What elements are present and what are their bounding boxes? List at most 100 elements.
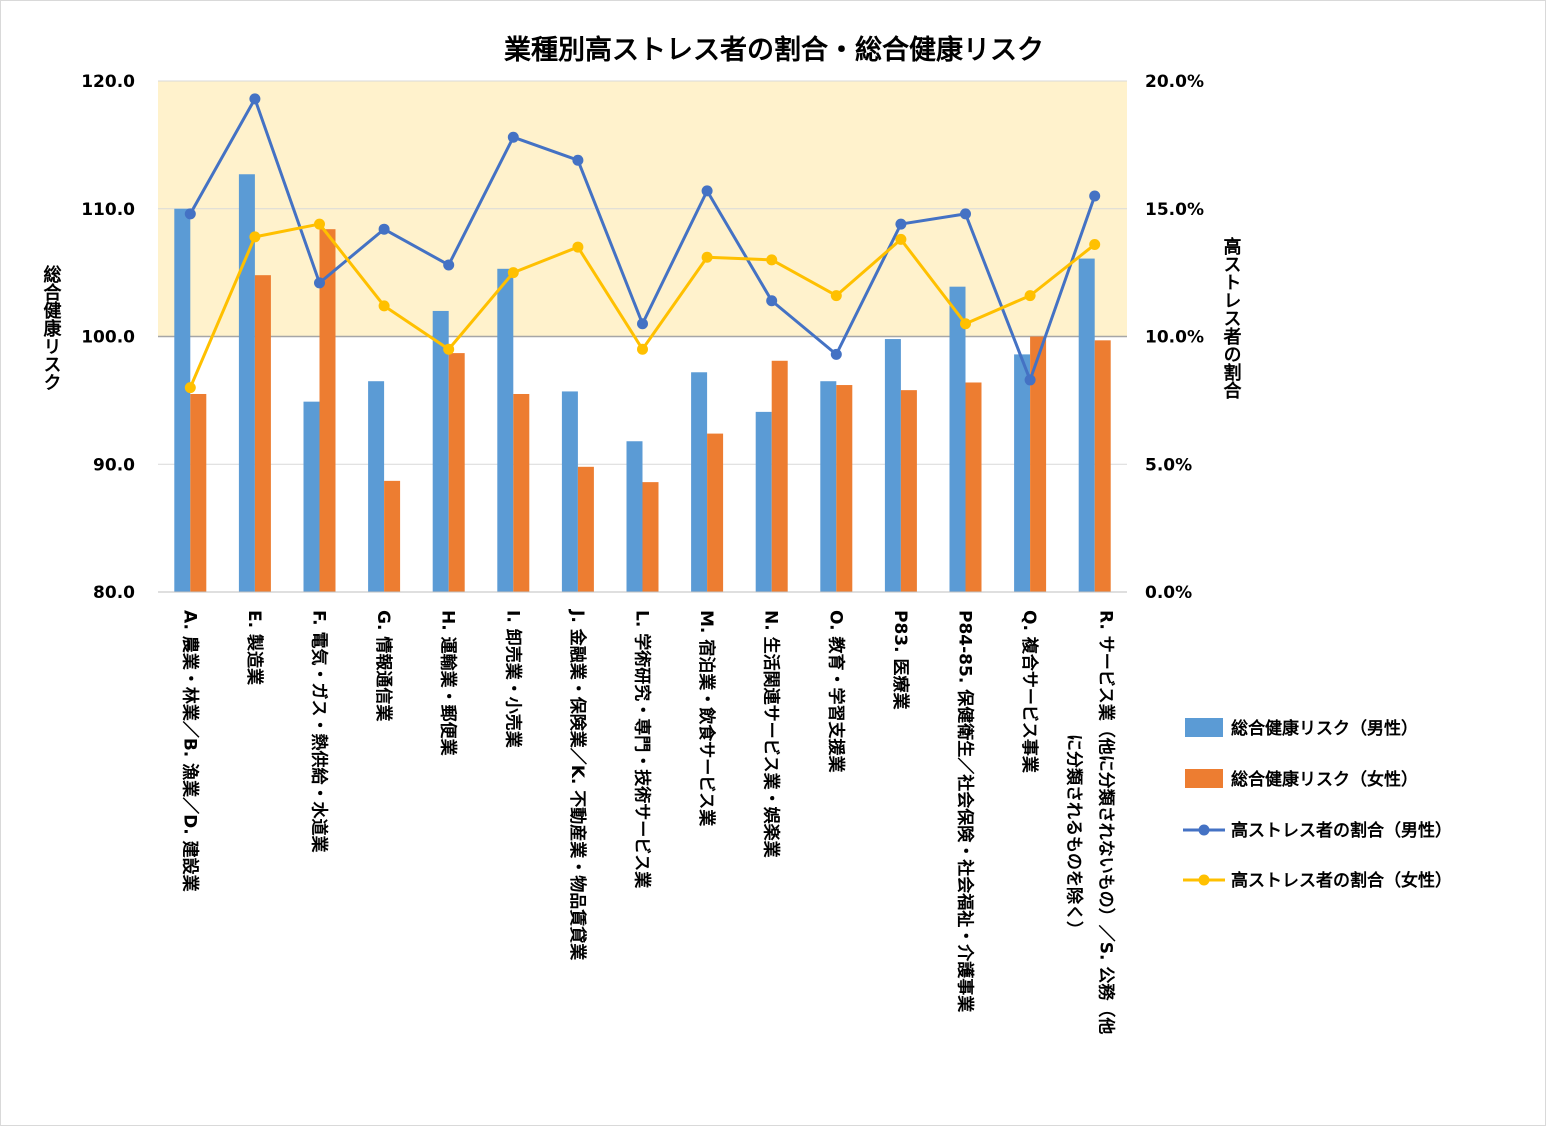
bar <box>626 441 643 592</box>
bar <box>642 482 659 592</box>
category-label: A. 農業・林業／B. 漁業／D. 建設業 <box>179 610 200 892</box>
category-label: M. 宿泊業・飲食サービス業 <box>696 610 717 826</box>
bar <box>577 466 594 592</box>
category-label-text: P84-85. 保健衛生／社会保険・社会福祉・介護事業 <box>955 610 976 1012</box>
y-tick-label: 120.0 <box>81 72 135 92</box>
y-axis-title: 総合健康リスク <box>41 264 62 391</box>
category-label: Q. 複合サービス事業 <box>1019 610 1040 773</box>
legend-label: 高ストレス者の割合（男性） <box>1231 820 1452 841</box>
data-point <box>443 343 455 355</box>
y2-axis-title: 高ストレス者の割合 <box>1221 236 1243 399</box>
bar <box>174 208 191 592</box>
category-label-text: A. 農業・林業／B. 漁業／D. 建設業 <box>179 610 200 892</box>
data-point <box>1089 239 1101 251</box>
data-point <box>1089 190 1101 202</box>
data-point <box>314 277 325 289</box>
data-point <box>960 208 971 220</box>
y-tick-label: 80.0 <box>93 583 135 603</box>
data-point <box>184 208 196 220</box>
legend-label: 総合健康リスク（女性） <box>1231 769 1418 790</box>
bar <box>238 174 255 592</box>
category-label: O. 教育・学習支援業 <box>825 610 846 772</box>
category-label-text: R. サービス業（他に分類されないもの）／S. 公務（他 <box>1096 610 1117 1034</box>
data-point <box>895 218 907 230</box>
legend-label: 高ストレス者の割合（女性） <box>1231 870 1452 891</box>
bar <box>1094 340 1111 592</box>
legend-swatch <box>1185 718 1223 737</box>
bar <box>707 433 724 592</box>
category-label-text: に分類されるものを除く） <box>1064 734 1085 938</box>
bar <box>836 385 853 592</box>
bar <box>497 268 514 592</box>
chart-title: 業種別高ストレス者の割合・総合健康リスク <box>504 34 1044 66</box>
legend-marker <box>1198 824 1210 836</box>
bar <box>755 411 772 592</box>
data-point <box>249 93 261 105</box>
bar <box>254 275 271 592</box>
bar <box>884 339 901 592</box>
bar <box>448 353 465 592</box>
legend-item: 総合健康リスク（女性） <box>1185 769 1418 790</box>
category-label: P83. 医療業 <box>890 610 911 710</box>
bar <box>1078 258 1095 592</box>
category-label-text: L. 学術研究・専門・技術サービス業 <box>632 610 653 888</box>
bar <box>900 390 917 592</box>
data-point <box>701 251 713 263</box>
bar <box>965 382 982 592</box>
category-label: I. 卸売業・小売業 <box>502 610 523 748</box>
bar <box>1014 354 1031 592</box>
legend-swatch <box>1185 769 1223 788</box>
data-point <box>637 318 648 330</box>
bar <box>368 381 385 592</box>
legend-item: 総合健康リスク（男性） <box>1185 718 1418 739</box>
category-label: E. 製造業 <box>244 610 265 685</box>
y2-tick-label: 5.0% <box>1145 455 1192 475</box>
legend-item: 高ストレス者の割合（女性） <box>1183 870 1452 891</box>
data-point <box>701 185 713 197</box>
category-label: G. 情報通信業 <box>373 610 394 721</box>
data-point <box>184 382 196 394</box>
y-tick-label: 110.0 <box>81 200 135 220</box>
category-label: F. 電気・ガス・熱供給・水道業 <box>309 610 330 853</box>
data-point <box>507 131 519 143</box>
bar <box>949 286 966 592</box>
legend: 総合健康リスク（男性） 総合健康リスク（女性） 高ストレス者の割合（男性） 高ストレス… <box>1183 718 1452 891</box>
data-point <box>895 233 907 245</box>
bar <box>303 401 320 592</box>
bar <box>384 480 401 592</box>
category-label-text: N. 生活関連サービス業・娯楽業 <box>761 610 782 858</box>
data-point <box>637 343 648 355</box>
category-label-text: I. 卸売業・小売業 <box>502 610 523 748</box>
category-label-text: G. 情報通信業 <box>373 610 394 721</box>
data-point <box>1024 374 1036 386</box>
data-point <box>830 348 842 360</box>
category-label: J. 金融業・保険業／K. 不動産業・物品賃貸業 <box>567 609 588 960</box>
data-point <box>766 254 778 266</box>
bar <box>513 393 530 592</box>
y2-tick-label: 10.0% <box>1145 328 1204 348</box>
data-point <box>1024 290 1036 302</box>
category-label-text: E. 製造業 <box>244 610 265 685</box>
category-label: N. 生活関連サービス業・娯楽業 <box>761 610 782 858</box>
legend-item: 高ストレス者の割合（男性） <box>1183 820 1452 841</box>
category-label-text: F. 電気・ガス・熱供給・水道業 <box>309 610 330 853</box>
category-label-text: M. 宿泊業・飲食サービス業 <box>696 610 717 826</box>
y2-tick-label: 15.0% <box>1145 200 1204 220</box>
y2-tick-label: 0.0% <box>1145 583 1192 603</box>
y2-tick-label: 20.0% <box>1145 72 1204 92</box>
bar <box>691 372 708 592</box>
category-label-text: O. 教育・学習支援業 <box>825 610 846 772</box>
legend-label: 総合健康リスク（男性） <box>1231 718 1418 739</box>
category-label-text: Q. 複合サービス事業 <box>1019 610 1040 773</box>
bar <box>820 381 837 592</box>
y-tick-label: 100.0 <box>81 328 135 348</box>
bar <box>432 310 449 592</box>
data-point <box>572 241 584 253</box>
category-label: H. 運輸業・郵便業 <box>438 610 459 756</box>
bar <box>1030 336 1047 592</box>
bar <box>561 391 578 592</box>
data-point <box>960 318 971 330</box>
